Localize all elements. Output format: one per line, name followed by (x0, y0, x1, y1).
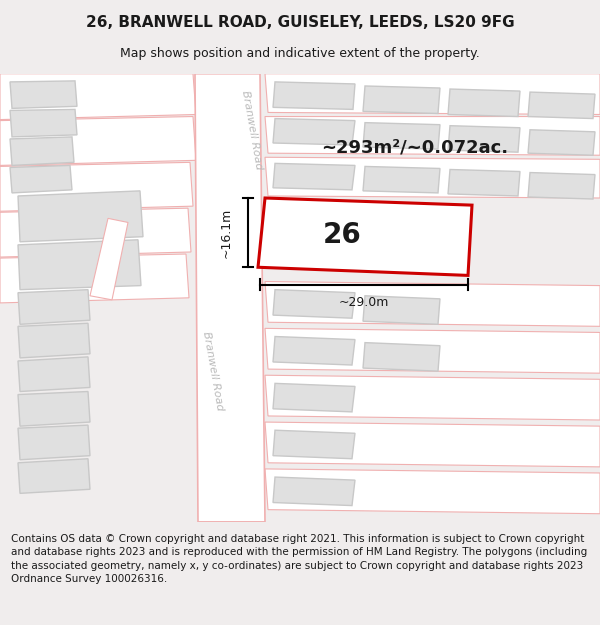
Polygon shape (265, 469, 600, 514)
Polygon shape (448, 126, 520, 152)
Polygon shape (528, 173, 595, 199)
Polygon shape (195, 74, 265, 522)
Polygon shape (448, 169, 520, 196)
Polygon shape (265, 375, 600, 420)
Text: Branwell Road: Branwell Road (240, 89, 264, 170)
Polygon shape (265, 328, 600, 373)
Polygon shape (18, 425, 90, 460)
Polygon shape (273, 289, 355, 318)
Polygon shape (18, 357, 90, 391)
Polygon shape (265, 74, 600, 114)
Polygon shape (273, 82, 355, 109)
Polygon shape (265, 281, 600, 326)
Polygon shape (10, 81, 77, 108)
Polygon shape (528, 130, 595, 155)
Polygon shape (363, 86, 440, 114)
Text: Map shows position and indicative extent of the property.: Map shows position and indicative extent… (120, 47, 480, 59)
Text: ~16.1m: ~16.1m (220, 208, 233, 258)
Polygon shape (265, 422, 600, 467)
Polygon shape (18, 391, 90, 426)
Text: Branwell Road: Branwell Road (201, 331, 225, 412)
Text: ~29.0m: ~29.0m (339, 296, 389, 309)
Polygon shape (258, 198, 472, 276)
Polygon shape (0, 208, 191, 257)
Polygon shape (363, 122, 440, 149)
Polygon shape (18, 459, 90, 493)
Text: 26: 26 (323, 221, 361, 249)
Polygon shape (363, 166, 440, 193)
Polygon shape (18, 191, 143, 242)
Polygon shape (273, 119, 355, 145)
Text: ~293m²/~0.072ac.: ~293m²/~0.072ac. (322, 138, 509, 156)
Polygon shape (18, 240, 141, 289)
Polygon shape (448, 89, 520, 116)
Polygon shape (273, 430, 355, 459)
Polygon shape (0, 74, 196, 119)
Polygon shape (10, 109, 77, 137)
Polygon shape (18, 323, 90, 358)
Polygon shape (273, 477, 355, 506)
Polygon shape (0, 116, 196, 166)
Polygon shape (273, 336, 355, 365)
Polygon shape (265, 158, 600, 198)
Polygon shape (363, 296, 440, 324)
Polygon shape (10, 166, 72, 193)
Polygon shape (0, 254, 189, 303)
Polygon shape (273, 383, 355, 412)
Polygon shape (528, 92, 595, 119)
Polygon shape (90, 218, 128, 300)
Polygon shape (18, 289, 90, 324)
Polygon shape (0, 162, 193, 211)
Polygon shape (265, 116, 600, 155)
Polygon shape (363, 342, 440, 371)
Text: Contains OS data © Crown copyright and database right 2021. This information is : Contains OS data © Crown copyright and d… (11, 534, 587, 584)
Polygon shape (10, 137, 74, 166)
Polygon shape (273, 163, 355, 190)
Text: 26, BRANWELL ROAD, GUISELEY, LEEDS, LS20 9FG: 26, BRANWELL ROAD, GUISELEY, LEEDS, LS20… (86, 14, 514, 29)
